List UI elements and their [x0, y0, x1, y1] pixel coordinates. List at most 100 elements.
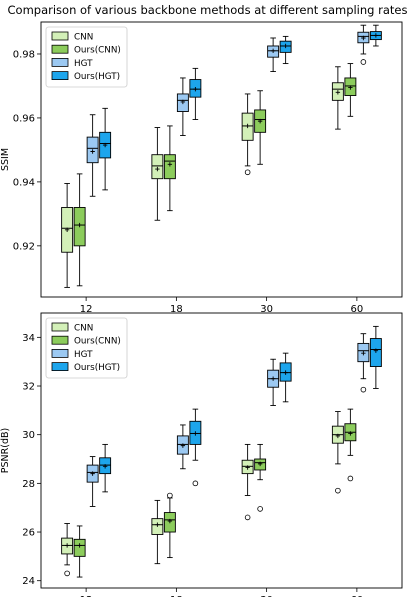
- legend-swatch: [51, 348, 69, 358]
- box-body: [163, 154, 176, 180]
- mean-marker: [373, 348, 379, 353]
- box-ourscnn-18: [163, 125, 176, 212]
- legend-swatch: [51, 322, 69, 332]
- mean-marker: [257, 118, 263, 124]
- mean-marker: [270, 376, 276, 381]
- plot-frame: [40, 21, 403, 298]
- mean-marker: [348, 85, 353, 90]
- box-hgt-18: [176, 77, 189, 136]
- x-tick-label: 18: [170, 304, 183, 315]
- box-ourscnn-12: [73, 173, 86, 287]
- box-ourshgt-60: [369, 325, 382, 389]
- outlier-point: [192, 480, 199, 487]
- legend-label: Ours(CNN): [74, 337, 121, 347]
- outlier-point: [244, 514, 251, 521]
- legend-swatch: [51, 71, 69, 80]
- panels: 0.92 0.94 0.96 0.98 12 18 30 60 SSIM CNN Ours(CNN)…: [0, 21, 403, 597]
- legend: CNN Ours(CNN) HGT Ours(HGT): [45, 26, 128, 88]
- legend: CNN Ours(CNN) HGT Ours(HGT): [45, 317, 128, 379]
- box-ourshgt-18: [189, 67, 202, 120]
- box-ourshgt-60: [369, 24, 382, 47]
- box-ourscnn-30: [254, 443, 267, 512]
- mean-marker: [193, 431, 198, 436]
- legend-label: CNN: [74, 33, 93, 43]
- box-cnn-60: [331, 411, 344, 494]
- y-tick-label: 0.92: [13, 241, 35, 252]
- legend-swatch: [51, 58, 69, 67]
- mean-marker: [64, 543, 70, 548]
- box-hgt-12: [86, 456, 99, 507]
- mean-marker: [167, 518, 173, 524]
- mean-marker: [77, 543, 82, 548]
- outlier-point: [360, 59, 367, 65]
- legend-swatch: [51, 44, 69, 54]
- box-cnn-18: [151, 127, 164, 221]
- mean-marker: [283, 43, 288, 49]
- mean-marker: [102, 464, 108, 469]
- y-tick-label: 26: [22, 528, 35, 539]
- legend-label: Ours(CNN): [74, 46, 121, 56]
- box-cnn-30: [241, 443, 254, 521]
- y-tick-label: 28: [22, 479, 35, 490]
- legend-label: CNN: [74, 324, 93, 334]
- y-tick-label: 24: [22, 576, 35, 587]
- box-hgt-18: [176, 424, 189, 470]
- mean-marker: [245, 465, 250, 470]
- mean-marker: [348, 431, 353, 436]
- chart-panel-2: 24 26 28 30 32 34 12 18 30 60 PSNR(dB) CNN Ours(CNN)…: [0, 312, 403, 597]
- box-ourscnn-60: [344, 408, 357, 482]
- mean-marker: [77, 222, 82, 228]
- mean-marker: [90, 471, 95, 476]
- figure-title: Comparison of various backbone methods a…: [8, 3, 408, 17]
- plot-frame: [40, 312, 403, 589]
- box-cnn-18: [151, 499, 164, 565]
- x-tick-label: 18: [170, 595, 183, 597]
- mean-marker: [257, 461, 263, 467]
- box-hgt-60: [357, 333, 370, 393]
- outlier-point: [64, 570, 70, 577]
- box-body: [151, 154, 164, 180]
- y-axis-label: PSNR(dB): [0, 428, 11, 473]
- mean-marker: [361, 35, 366, 41]
- box-ourshgt-12: [99, 443, 112, 493]
- mean-marker: [373, 33, 379, 38]
- legend-label: HGT: [74, 350, 93, 360]
- mean-marker: [270, 48, 276, 53]
- legend-label: Ours(HGT): [74, 72, 120, 82]
- mean-marker: [283, 370, 288, 375]
- box-hgt-30: [267, 358, 280, 406]
- box-ourscnn-30: [254, 90, 267, 165]
- legend-swatch: [51, 362, 69, 372]
- legend-label: Ours(HGT): [74, 363, 120, 373]
- y-tick-label: 34: [22, 333, 35, 344]
- legend-swatch: [51, 31, 69, 41]
- box-hgt-12: [86, 114, 99, 197]
- x-tick-label: 30: [260, 304, 273, 315]
- mean-marker: [180, 443, 186, 448]
- box-cnn-30: [241, 93, 254, 176]
- outlier-point: [257, 506, 263, 512]
- box-cnn-12: [61, 183, 74, 288]
- y-tick-label: 0.98: [13, 49, 35, 60]
- mean-marker: [245, 123, 250, 129]
- box-ourscnn-18: [163, 492, 176, 559]
- x-tick-label: 12: [80, 595, 93, 597]
- x-tick-label: 30: [260, 595, 273, 597]
- mean-marker: [335, 90, 341, 95]
- mean-marker: [102, 142, 108, 148]
- y-tick-label: 30: [22, 430, 35, 441]
- x-tick-label: 12: [80, 304, 93, 315]
- outlier-point: [167, 492, 173, 499]
- box-ourshgt-18: [189, 408, 202, 487]
- box-ourscnn-12: [73, 525, 86, 578]
- outlier-point: [347, 475, 354, 482]
- y-axis-label: SSIM: [0, 148, 11, 171]
- x-tick-label: 60: [351, 595, 364, 597]
- box-body: [73, 538, 86, 557]
- outlier-point: [335, 487, 341, 494]
- mean-marker: [155, 522, 160, 527]
- chart-panel-1: 0.92 0.94 0.96 0.98 12 18 30 60 SSIM CNN Ours(CNN)…: [0, 21, 403, 315]
- mean-marker: [361, 350, 366, 356]
- mean-marker: [64, 227, 70, 233]
